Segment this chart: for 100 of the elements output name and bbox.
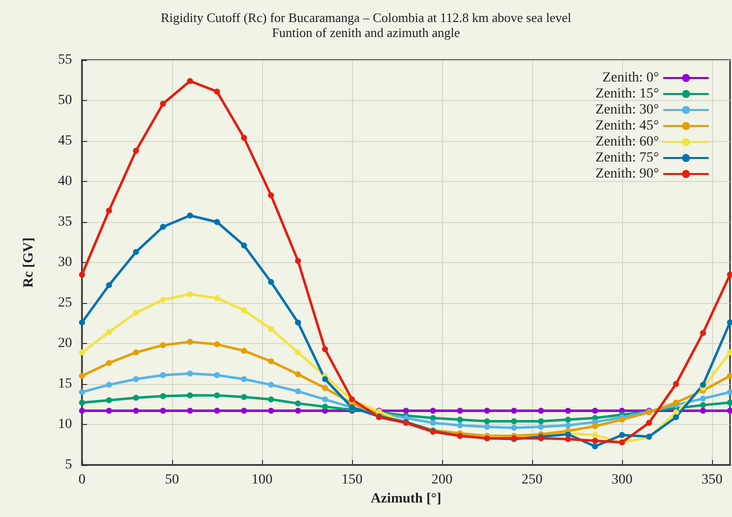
- point: [79, 389, 85, 396]
- point: [160, 296, 166, 303]
- point: [268, 192, 274, 198]
- point: [484, 424, 490, 430]
- point: [592, 408, 598, 414]
- point: [700, 330, 706, 336]
- point: [457, 416, 463, 423]
- point: [592, 438, 598, 444]
- legend-label: Zenith: 45°: [595, 118, 659, 134]
- point: [700, 408, 706, 414]
- point: [592, 423, 598, 430]
- point: [295, 388, 301, 394]
- point: [727, 372, 732, 379]
- point: [565, 416, 571, 423]
- x-tick-label: 200: [432, 472, 452, 488]
- x-tick-label: 150: [342, 472, 362, 488]
- point: [160, 100, 166, 107]
- point: [457, 408, 463, 414]
- point: [268, 408, 274, 414]
- point: [133, 310, 139, 316]
- point: [565, 422, 571, 428]
- point: [538, 408, 544, 414]
- point: [133, 248, 139, 255]
- point: [241, 134, 247, 141]
- point: [187, 212, 193, 219]
- point: [565, 408, 571, 414]
- point: [322, 396, 328, 402]
- point: [646, 420, 652, 426]
- point: [133, 376, 139, 382]
- point: [106, 408, 112, 414]
- point: [700, 396, 706, 402]
- x-tick-label: 250: [522, 472, 542, 488]
- point: [160, 408, 166, 414]
- legend-label: Zenith: 75°: [595, 150, 659, 166]
- y-tick-label: 45: [58, 134, 72, 148]
- chart-title: Rigidity Cutoff (Rc) for Bucaramanga – Colombia at 112.8 km above sea level: [160, 10, 572, 25]
- point: [430, 420, 436, 426]
- chart-subtitle: Funtion of zenith and azimuth angle: [272, 25, 460, 40]
- point: [430, 408, 436, 414]
- point: [511, 408, 517, 414]
- point: [619, 416, 625, 423]
- point: [79, 372, 85, 379]
- legend-label: Zenith: 60°: [595, 134, 659, 150]
- point: [133, 148, 139, 154]
- point: [538, 418, 544, 424]
- legend-label: Zenith: 0°: [602, 70, 659, 86]
- point: [241, 307, 247, 314]
- y-tick-label: 50: [58, 93, 72, 108]
- point: [187, 291, 193, 298]
- y-axis-title: Rc [GV]: [22, 237, 36, 288]
- point: [673, 400, 679, 406]
- point: [511, 424, 517, 431]
- point: [727, 272, 732, 278]
- x-tick-label: 300: [612, 472, 632, 488]
- point: [187, 392, 193, 398]
- point: [214, 392, 220, 398]
- point: [511, 418, 517, 424]
- point: [457, 422, 463, 428]
- y-tick-label: 40: [58, 174, 72, 189]
- point: [727, 389, 732, 396]
- point: [268, 278, 274, 285]
- point: [295, 408, 301, 414]
- point: [484, 408, 490, 414]
- point: [214, 372, 220, 378]
- point: [79, 319, 85, 326]
- point: [187, 78, 193, 84]
- point: [187, 370, 193, 376]
- point: [295, 319, 301, 326]
- y-tick-label: 5: [65, 458, 72, 472]
- point: [700, 382, 706, 388]
- point: [79, 272, 85, 278]
- point: [160, 224, 166, 230]
- point: [133, 408, 139, 414]
- point: [214, 88, 220, 95]
- point: [106, 282, 112, 288]
- point: [538, 424, 544, 430]
- point: [214, 219, 220, 225]
- point: [295, 349, 301, 356]
- point: [106, 329, 112, 336]
- point: [268, 326, 274, 332]
- point: [187, 338, 193, 345]
- point: [268, 358, 274, 364]
- point: [214, 341, 220, 348]
- point: [241, 394, 247, 400]
- legend-label: Zenith: 30°: [595, 102, 659, 118]
- y-tick-label: 15: [58, 376, 72, 392]
- point: [133, 349, 139, 356]
- point: [268, 382, 274, 388]
- point: [727, 349, 732, 356]
- x-tick-label: 0: [78, 472, 86, 488]
- point: [106, 397, 112, 404]
- point: [484, 418, 490, 424]
- y-tick-label: 30: [58, 255, 72, 270]
- point: [727, 408, 732, 414]
- y-tick-label: 10: [58, 417, 72, 432]
- point: [673, 381, 679, 387]
- point: [322, 404, 328, 410]
- point: [214, 295, 220, 302]
- point: [79, 408, 85, 414]
- point: [727, 400, 732, 406]
